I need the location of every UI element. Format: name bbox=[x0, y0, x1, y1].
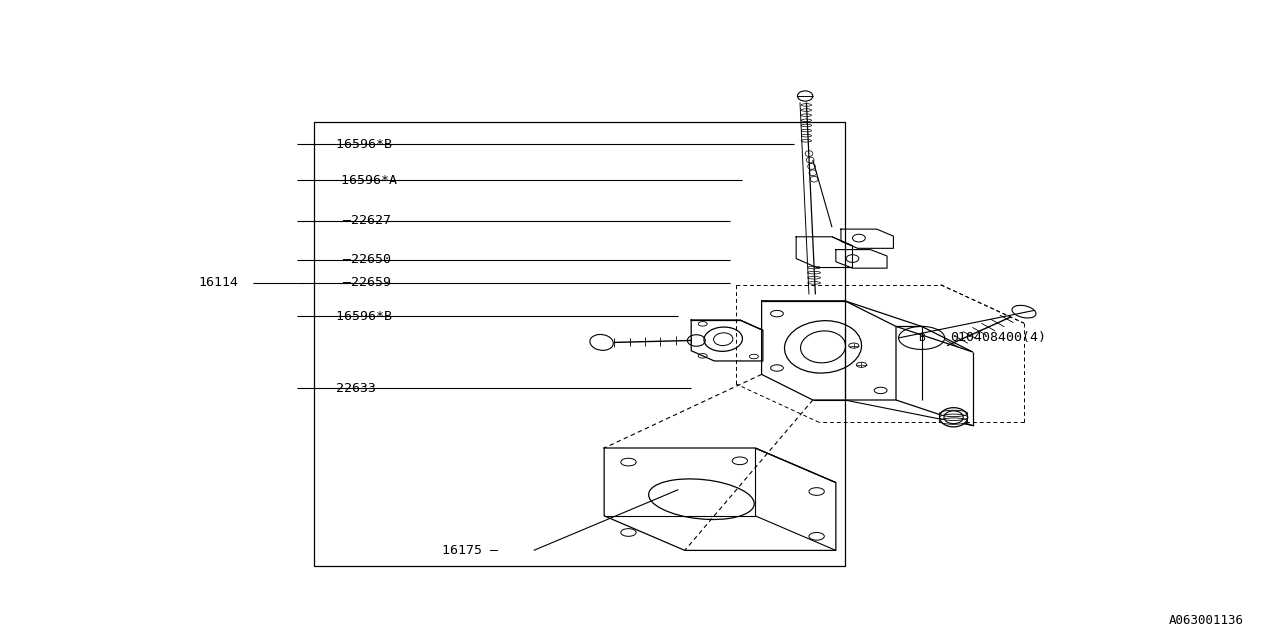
Ellipse shape bbox=[940, 408, 968, 427]
Text: A063001136: A063001136 bbox=[1169, 614, 1244, 627]
Text: —16596*A: —16596*A bbox=[333, 174, 397, 187]
Text: —16596*B: —16596*B bbox=[328, 138, 392, 150]
Text: —22650: —22650 bbox=[343, 253, 392, 266]
Bar bbox=[314, 122, 845, 566]
Text: 16175 —: 16175 — bbox=[442, 544, 498, 557]
Text: 16114: 16114 bbox=[198, 276, 238, 289]
Text: —22627: —22627 bbox=[343, 214, 392, 227]
Text: B: B bbox=[918, 333, 925, 343]
Text: 010408400(4): 010408400(4) bbox=[950, 332, 1046, 344]
Text: —16596*B: —16596*B bbox=[328, 310, 392, 323]
Text: —22633: —22633 bbox=[328, 382, 376, 395]
Text: —22659: —22659 bbox=[343, 276, 392, 289]
